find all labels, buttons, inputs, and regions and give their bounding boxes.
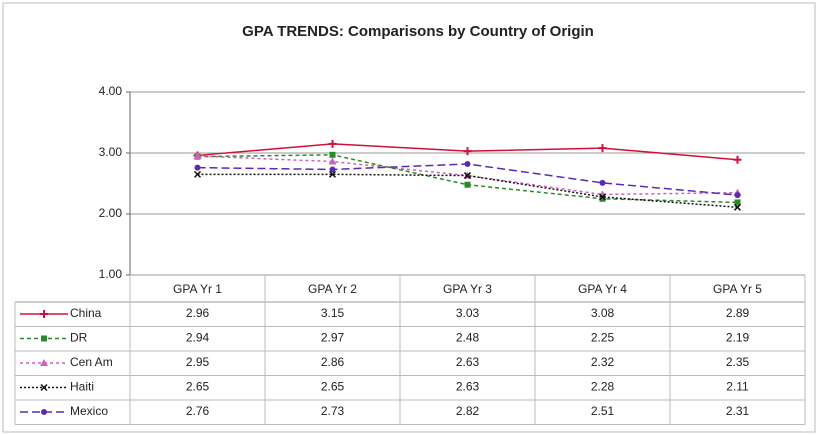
marker [328,157,337,165]
x-tick-label: GPA Yr 2 [308,282,357,296]
table-value: 3.08 [591,306,615,320]
marker [194,164,201,171]
table-value: 2.97 [321,331,345,345]
x-tick-label: GPA Yr 3 [443,282,492,296]
table-value: 2.89 [726,306,750,320]
marker [598,193,607,201]
table-value: 2.11 [726,380,749,394]
table-value: 2.94 [186,331,210,345]
marker [329,166,336,173]
legend-label: Mexico [70,404,108,418]
marker [328,170,337,178]
table-value: 2.25 [591,331,615,345]
x-tick-label: GPA Yr 1 [173,282,222,296]
table-value: 2.73 [321,404,345,418]
y-tick-label: 4.00 [99,84,123,98]
table-value: 2.31 [726,404,750,418]
table-value: 2.76 [186,404,210,418]
marker [329,151,336,158]
marker [733,203,742,211]
y-tick-label: 1.00 [99,267,123,281]
marker [598,144,607,153]
table-value: 2.65 [186,380,210,394]
table-value: 3.15 [321,306,345,320]
table-value: 2.63 [456,380,480,394]
legend-label: Haiti [70,380,94,394]
marker [599,195,606,202]
x-tick-label: GPA Yr 4 [578,282,627,296]
marker [733,155,742,164]
marker [193,170,202,178]
marker [734,199,741,206]
legend-marker [41,335,47,342]
marker [463,147,472,156]
legend-marker [40,359,48,366]
table-value: 2.48 [456,331,480,345]
table-value: 2.35 [726,355,750,369]
marker [193,152,202,160]
legend-label: DR [70,331,88,345]
legend-label: China [70,306,102,320]
table-value: 2.51 [591,404,615,418]
table-value: 2.32 [591,355,615,369]
marker [328,139,337,148]
chart-title: GPA TRENDS: Comparisons by Country of Or… [242,23,594,40]
table-value: 2.19 [726,331,750,345]
marker [734,192,741,199]
table-value: 3.03 [456,306,480,320]
table-value: 2.95 [186,355,210,369]
marker [464,160,471,167]
marker [599,179,606,186]
table-value: 2.65 [321,380,345,394]
y-tick-label: 2.00 [99,206,123,220]
marker [463,172,472,180]
legend-marker [40,383,48,392]
y-tick-label: 3.00 [99,145,123,159]
table-value: 2.28 [591,380,615,394]
legend-marker [40,310,48,318]
table-value: 2.63 [456,355,480,369]
table-value: 2.82 [456,404,480,418]
x-tick-label: GPA Yr 5 [713,282,762,296]
legend-label: Cen Am [70,355,113,369]
marker [464,181,471,188]
table-value: 2.96 [186,306,210,320]
legend-marker [41,409,47,415]
table-value: 2.86 [321,355,345,369]
series-line [197,173,738,209]
